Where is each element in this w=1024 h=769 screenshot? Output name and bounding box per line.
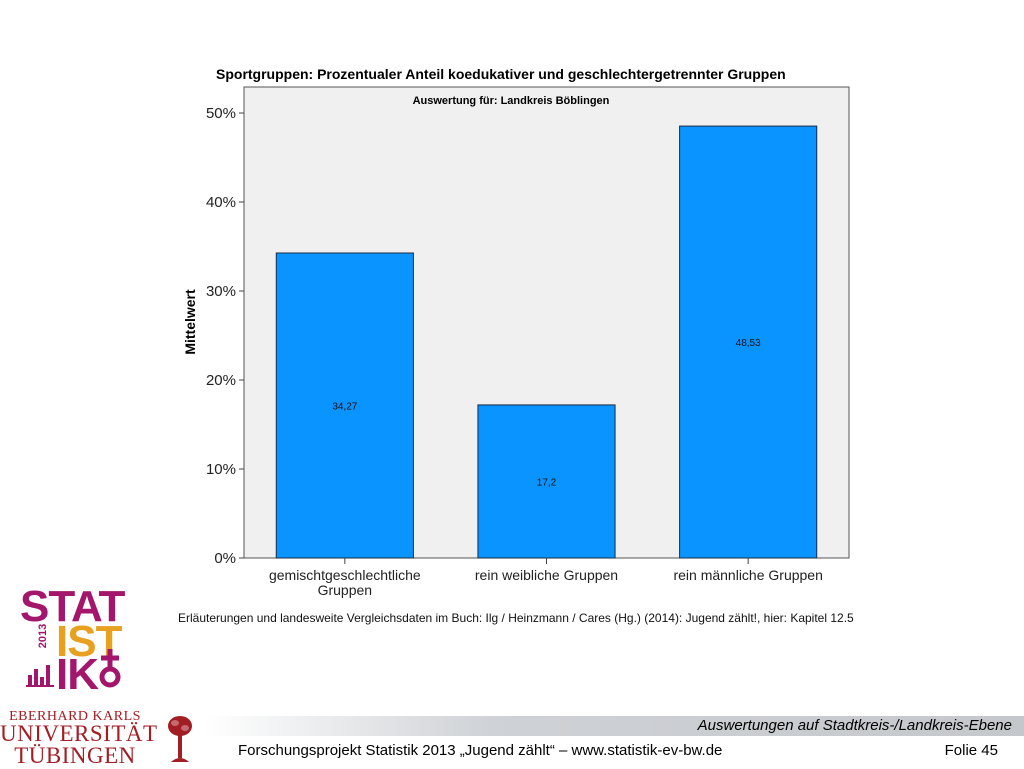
x-category-label: rein männliche Gruppen bbox=[673, 567, 822, 583]
logo-line-3: IK bbox=[56, 650, 99, 699]
x-category-label: rein weibliche Gruppen bbox=[475, 567, 618, 583]
chart-subtitle: Auswertung für: Landkreis Böblingen bbox=[413, 95, 610, 107]
x-axis: gemischtgeschlechtliche Gruppen rein weibl… bbox=[269, 558, 823, 598]
bar-value-label: 34,27 bbox=[332, 401, 357, 412]
y-tick-label: 0% bbox=[214, 550, 236, 567]
y-axis-label: Mittelwert bbox=[182, 289, 198, 355]
university-name-line-1: UNIVERSITÄT bbox=[0, 721, 158, 746]
palm-tree-icon bbox=[168, 716, 192, 762]
bar-chart-icon bbox=[26, 665, 54, 687]
university-name-small: EBERHARD KARLS bbox=[9, 709, 141, 724]
y-tick-label: 50% bbox=[206, 105, 236, 122]
logo-line-1: STAT bbox=[20, 582, 125, 631]
y-tick-label: 20% bbox=[206, 372, 236, 389]
slide-number: Folie 45 bbox=[944, 742, 998, 759]
university-logo: EBERHARD KARLS UNIVERSITÄT TÜBINGEN bbox=[0, 705, 158, 768]
footer-bar: Auswertungen auf Stadtkreis-/Landkreis-E… bbox=[204, 716, 1024, 736]
venus-icon bbox=[99, 649, 121, 688]
footer-text: Forschungsprojekt Statistik 2013 „Jugend… bbox=[238, 742, 723, 759]
statistik-logo: STAT 2013 IST IK bbox=[20, 582, 140, 699]
bar-value-label: 48,53 bbox=[736, 338, 761, 349]
logo-year: 2013 bbox=[37, 623, 49, 649]
bar bbox=[679, 125, 818, 559]
y-tick-label: 40% bbox=[206, 194, 236, 211]
x-category-label: gemischtgeschlechtliche Gruppen bbox=[269, 567, 421, 598]
bar bbox=[275, 252, 414, 559]
y-tick-label: 10% bbox=[206, 461, 236, 478]
university-name-line-2: TÜBINGEN bbox=[14, 743, 136, 768]
bar-value-label: 17,2 bbox=[537, 477, 557, 488]
y-axis: 0% 10% 20% 30% 40% 50% bbox=[206, 105, 244, 567]
chart-title: Sportgruppen: Prozentualer Anteil koeduk… bbox=[216, 66, 786, 82]
y-tick-label: 30% bbox=[206, 283, 236, 300]
footer-heading: Auswertungen auf Stadtkreis-/Landkreis-E… bbox=[697, 717, 1012, 734]
bars: 34,27 17,2 48,53 bbox=[275, 125, 818, 559]
bar bbox=[477, 404, 616, 559]
chart-note: Erläuterungen und landesweite Vergleichs… bbox=[178, 611, 854, 625]
